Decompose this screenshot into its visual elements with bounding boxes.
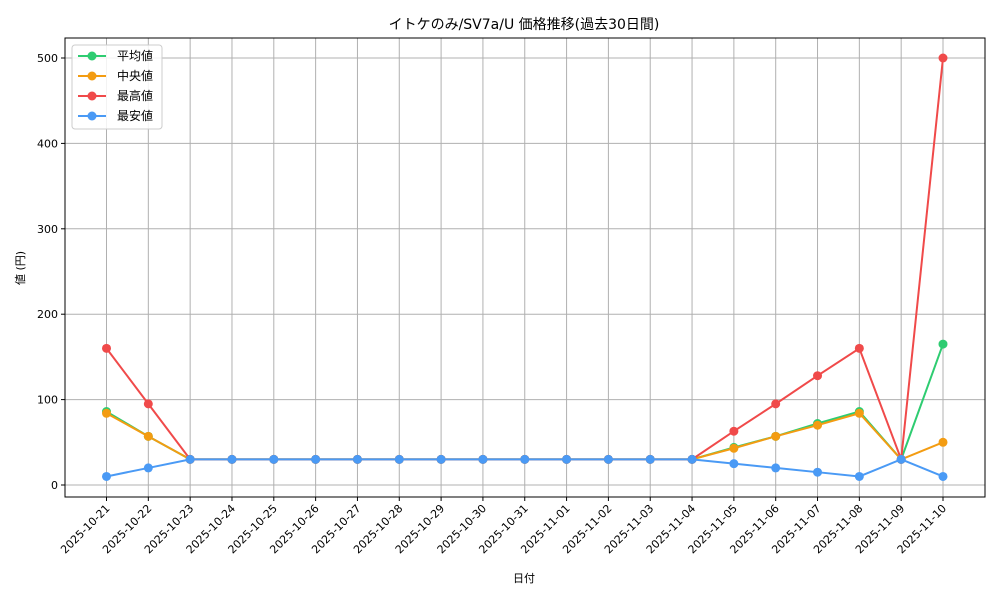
series-3 [102, 454, 948, 481]
legend-marker-icon [87, 51, 97, 61]
y-axis-ticks: 0 100 200 300 400 500 [37, 52, 65, 492]
data-point [938, 339, 948, 349]
data-point [394, 454, 404, 464]
data-point [771, 463, 781, 473]
data-point [311, 454, 321, 464]
legend-box [71, 44, 163, 130]
data-point [854, 408, 864, 418]
data-point [102, 343, 111, 353]
data-point [813, 420, 823, 430]
data-point [436, 454, 446, 464]
data-point [227, 454, 237, 464]
data-point [771, 399, 781, 409]
data-point [854, 343, 864, 353]
data-point [185, 454, 195, 464]
legend-label: 平均値 [117, 48, 153, 63]
data-point [645, 454, 655, 464]
data-point [813, 371, 823, 381]
data-point [771, 431, 781, 441]
y-tick-label: 400 [37, 137, 58, 150]
legend-label: 中央値 [117, 68, 153, 83]
y-tick-label: 300 [37, 223, 58, 236]
data-point [687, 454, 697, 464]
legend-marker-icon [87, 71, 97, 81]
data-point [143, 399, 153, 409]
legend-label: 最安値 [117, 108, 153, 123]
data-point [352, 454, 362, 464]
data-point [813, 467, 823, 477]
data-point [938, 53, 948, 63]
data-point [520, 454, 530, 464]
legend-marker-icon [87, 111, 97, 121]
legend-label: 最高値 [117, 88, 153, 103]
grid-lines [65, 38, 985, 497]
data-point [729, 443, 739, 453]
y-tick-label: 0 [51, 479, 58, 492]
data-point [938, 437, 948, 447]
y-axis-label: 値 (円) [14, 251, 27, 285]
data-point [269, 454, 279, 464]
data-point [143, 463, 153, 473]
data-point [562, 454, 572, 464]
data-point [102, 408, 111, 418]
legend-item: 平均値 [78, 48, 153, 63]
legend-marker-icon [87, 91, 97, 101]
data-point [729, 426, 739, 436]
data-point [896, 454, 906, 464]
data-point [143, 431, 153, 441]
legend-item: 最高値 [78, 88, 153, 103]
chart-title: イトケのみ/SV7a/U 価格推移(過去30日間) [389, 17, 660, 33]
data-point [603, 454, 613, 464]
y-tick-label: 500 [37, 52, 58, 65]
x-axis-label: 日付 [513, 572, 535, 585]
data-point [938, 471, 948, 481]
data-point [102, 471, 111, 481]
y-tick-label: 200 [37, 308, 58, 321]
data-point [729, 459, 739, 469]
data-point [478, 454, 488, 464]
legend-item: 中央値 [78, 68, 153, 83]
y-tick-label: 100 [37, 394, 58, 407]
legend-item: 最安値 [78, 108, 153, 123]
data-series [102, 53, 948, 481]
data-point [854, 471, 864, 481]
